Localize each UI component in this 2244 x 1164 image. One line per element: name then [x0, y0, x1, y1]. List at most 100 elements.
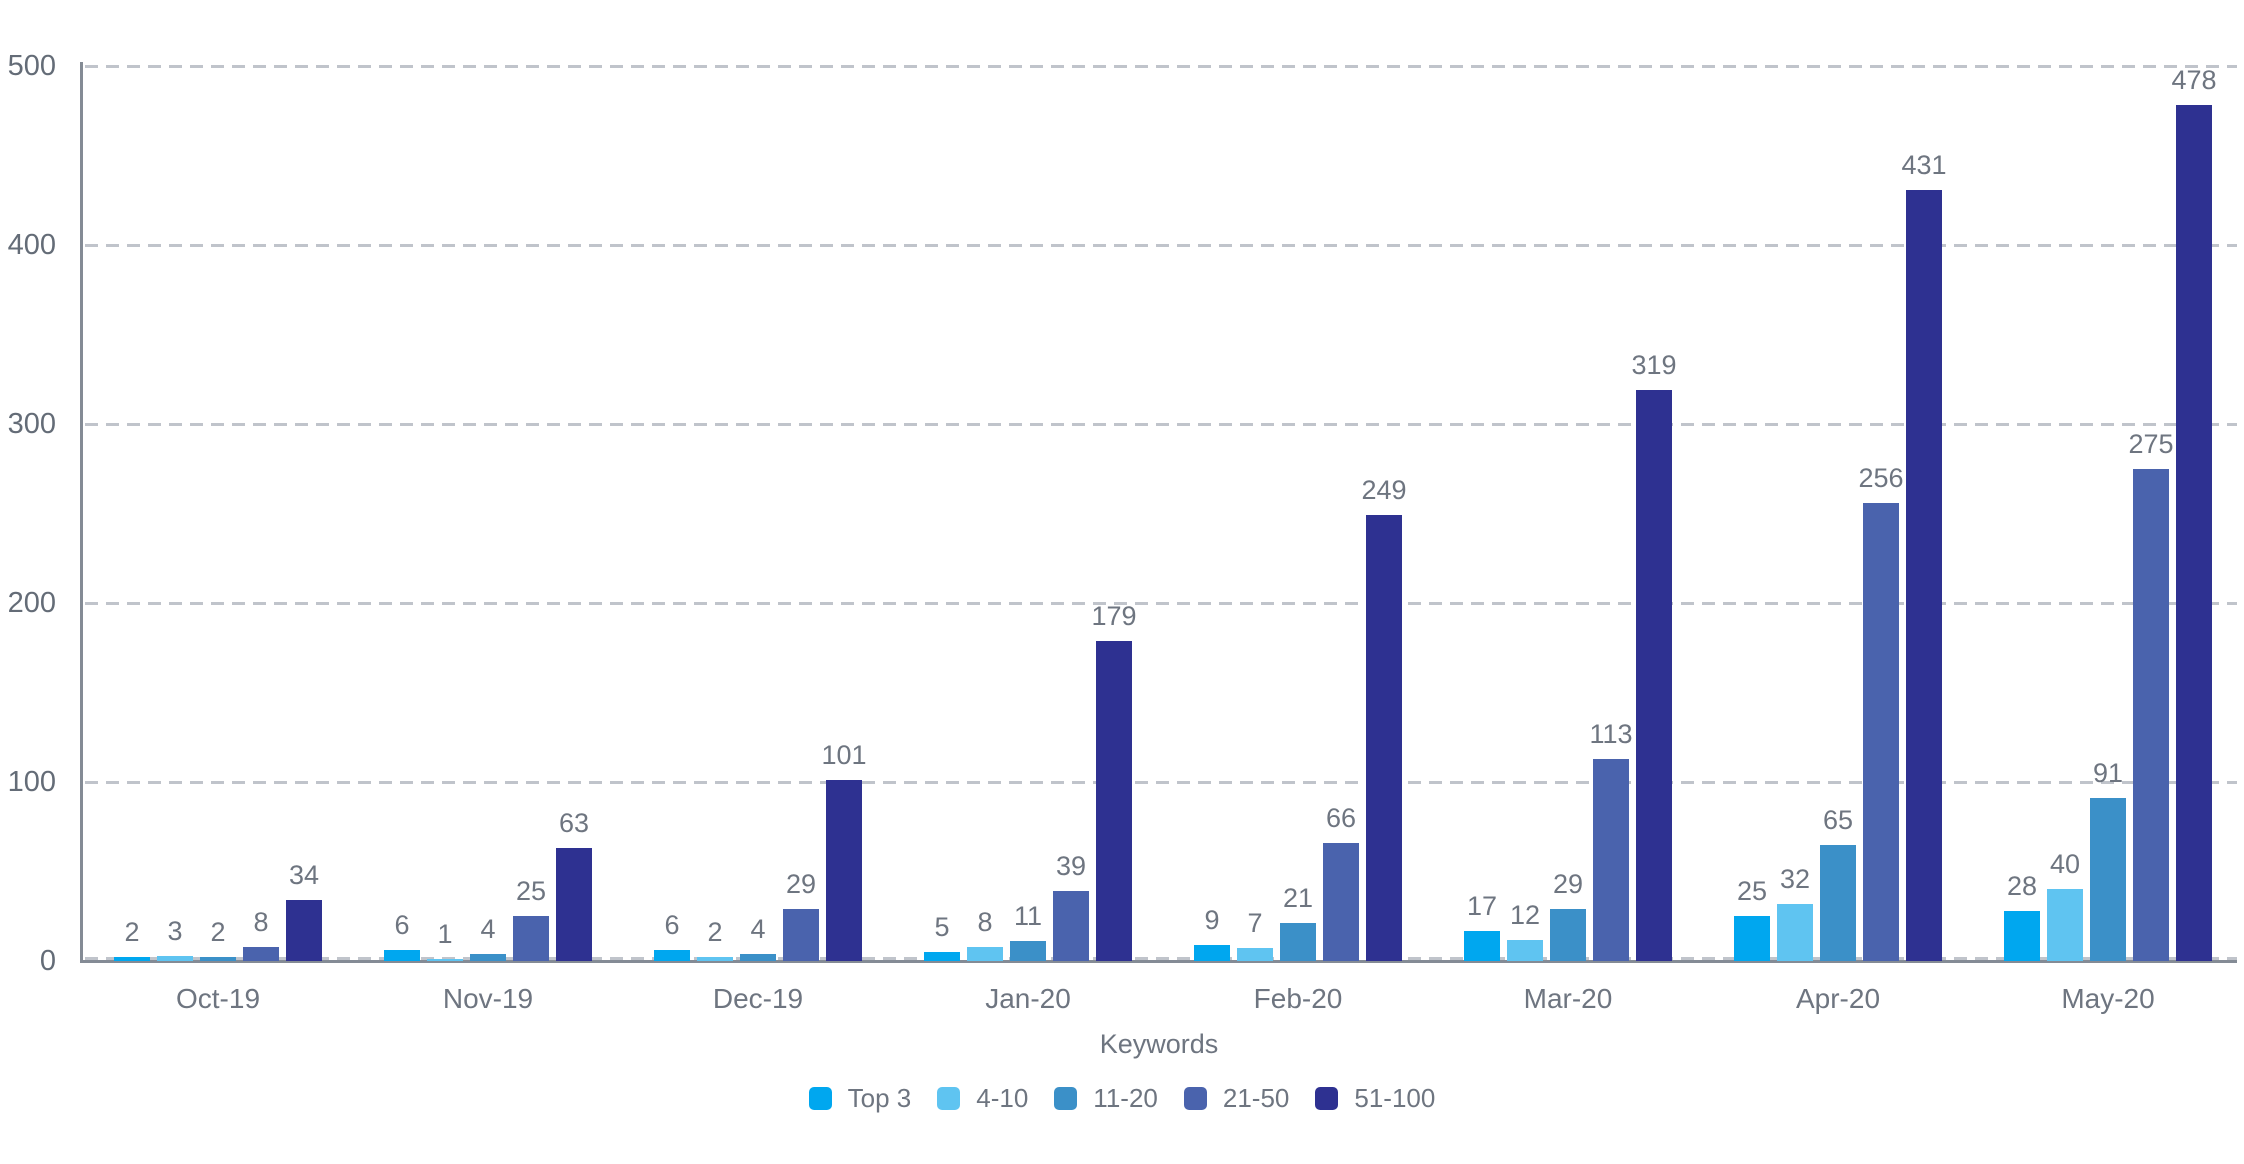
y-tick-label-400: 400 [7, 229, 56, 261]
bar-value-label: 256 [1858, 463, 1904, 493]
legend-swatch-icon [808, 1086, 832, 1110]
bar-value-label: 25 [1736, 876, 1768, 906]
bar-value-label: 478 [2171, 65, 2217, 95]
bar-value-label: 8 [977, 907, 993, 937]
bar-value-label: 6 [394, 910, 410, 940]
bar-Oct-19-4-10 [157, 956, 193, 961]
bar-Nov-19-21-50 [513, 916, 549, 961]
bar-value-label: 101 [821, 740, 867, 770]
legend-item-21-50[interactable]: 21-50 [1183, 1085, 1289, 1111]
legend-item-Top 3[interactable]: Top 3 [808, 1083, 912, 1113]
bar-Feb-20-51-100 [1366, 515, 1402, 961]
bar-May-20-21-50 [2133, 469, 2169, 961]
bar-value-label: 66 [1325, 803, 1357, 833]
legend-label: 11-20 [1093, 1083, 1158, 1113]
legend-item-4-10[interactable]: 4-10 [937, 1085, 1028, 1111]
bar-value-label: 34 [288, 860, 320, 890]
bar-Oct-19-51-100 [286, 900, 322, 961]
bar-value-label: 63 [558, 808, 590, 838]
y-tick-label-200: 200 [7, 587, 56, 619]
bar-Jan-20-51-100 [1096, 641, 1132, 961]
bar-Mar-20-4-10 [1507, 940, 1543, 961]
bar-Mar-20-21-50 [1593, 759, 1629, 961]
bar-value-label: 7 [1247, 908, 1263, 938]
y-tick-label-0: 0 [39, 945, 56, 977]
bar-Apr-20-21-50 [1863, 503, 1899, 961]
bar-Nov-19-Top 3 [384, 950, 420, 961]
legend-swatch-icon [1054, 1086, 1078, 1110]
bar-value-label: 4 [480, 914, 496, 944]
bar-Feb-20-21-50 [1323, 843, 1359, 961]
gridline-400 [85, 244, 2237, 247]
bar-Jan-20-11-20 [1010, 941, 1046, 961]
bar-Oct-19-Top 3 [114, 957, 150, 961]
bar-value-label: 2 [124, 917, 140, 947]
bar-value-label: 25 [515, 876, 547, 906]
bar-value-label: 319 [1631, 350, 1677, 380]
legend-swatch-icon [1183, 1086, 1207, 1110]
bar-value-label: 3 [167, 916, 183, 946]
bar-Feb-20-4-10 [1237, 948, 1273, 961]
bar-value-label: 4 [750, 914, 766, 944]
y-axis-line [80, 62, 83, 963]
bar-value-label: 179 [1091, 601, 1137, 631]
bar-value-label: 21 [1282, 883, 1314, 913]
legend-item-11-20[interactable]: 11-20 [1054, 1085, 1158, 1111]
bar-Nov-19-51-100 [556, 848, 592, 961]
bar-value-label: 9 [1204, 905, 1220, 935]
legend-swatch-icon [937, 1086, 961, 1110]
x-tick-label-Mar-20: Mar-20 [1523, 983, 1613, 1014]
bar-Apr-20-4-10 [1777, 904, 1813, 961]
bar-May-20-51-100 [2176, 105, 2212, 961]
bar-Apr-20-11-20 [1820, 845, 1856, 961]
x-tick-label-Dec-19: Dec-19 [712, 983, 804, 1014]
bar-Dec-19-51-100 [826, 780, 862, 961]
bar-value-label: 275 [2128, 429, 2174, 459]
bar-Dec-19-11-20 [740, 954, 776, 961]
bar-Jan-20-21-50 [1053, 891, 1089, 961]
bar-Mar-20-Top 3 [1464, 931, 1500, 961]
x-tick-label-Feb-20: Feb-20 [1253, 983, 1343, 1014]
bar-Dec-19-Top 3 [654, 950, 690, 961]
gridline-200 [85, 602, 2237, 605]
bar-value-label: 40 [2049, 849, 2081, 879]
x-tick-label-Oct-19: Oct-19 [175, 983, 261, 1014]
bar-value-label: 1 [437, 919, 453, 949]
bar-Feb-20-Top 3 [1194, 945, 1230, 961]
x-tick-label-Nov-19: Nov-19 [442, 983, 534, 1014]
legend-swatch-icon [1315, 1086, 1339, 1110]
bar-value-label: 12 [1509, 900, 1541, 930]
bar-value-label: 5 [934, 912, 950, 942]
bar-Dec-19-21-50 [783, 909, 819, 961]
bar-Nov-19-4-10 [427, 959, 463, 961]
bar-Oct-19-21-50 [243, 947, 279, 961]
bar-value-label: 2 [707, 917, 723, 947]
bar-value-label: 32 [1779, 864, 1811, 894]
x-tick-label-Jan-20: Jan-20 [985, 983, 1071, 1014]
legend-item-51-100[interactable]: 51-100 [1315, 1085, 1435, 1111]
bar-value-label: 6 [664, 910, 680, 940]
bar-value-label: 11 [1013, 901, 1043, 931]
bar-Jan-20-4-10 [967, 947, 1003, 961]
bar-Mar-20-51-100 [1636, 390, 1672, 961]
bar-value-label: 39 [1055, 851, 1087, 881]
bar-value-label: 431 [1901, 150, 1947, 180]
bar-Oct-19-11-20 [200, 957, 236, 961]
legend-label: 4-10 [976, 1083, 1029, 1113]
legend-label: Top 3 [847, 1083, 912, 1113]
x-axis-line [80, 960, 2237, 963]
legend: Top 3 4-10 11-20 21-50 51-100 [0, 1085, 2244, 1111]
bar-Nov-19-11-20 [470, 954, 506, 961]
x-axis-title: Keywords [1099, 1029, 1219, 1059]
bar-value-label: 65 [1822, 805, 1854, 835]
y-tick-label-500: 500 [7, 50, 56, 82]
bar-value-label: 28 [2006, 871, 2038, 901]
bar-value-label: 91 [2092, 758, 2124, 788]
gridline-0 [85, 957, 2237, 960]
bar-Mar-20-11-20 [1550, 909, 1586, 961]
legend-label: 51-100 [1354, 1083, 1436, 1113]
bar-May-20-11-20 [2090, 798, 2126, 961]
bar-Apr-20-Top 3 [1734, 916, 1770, 961]
x-tick-label-May-20: May-20 [2061, 983, 2155, 1014]
